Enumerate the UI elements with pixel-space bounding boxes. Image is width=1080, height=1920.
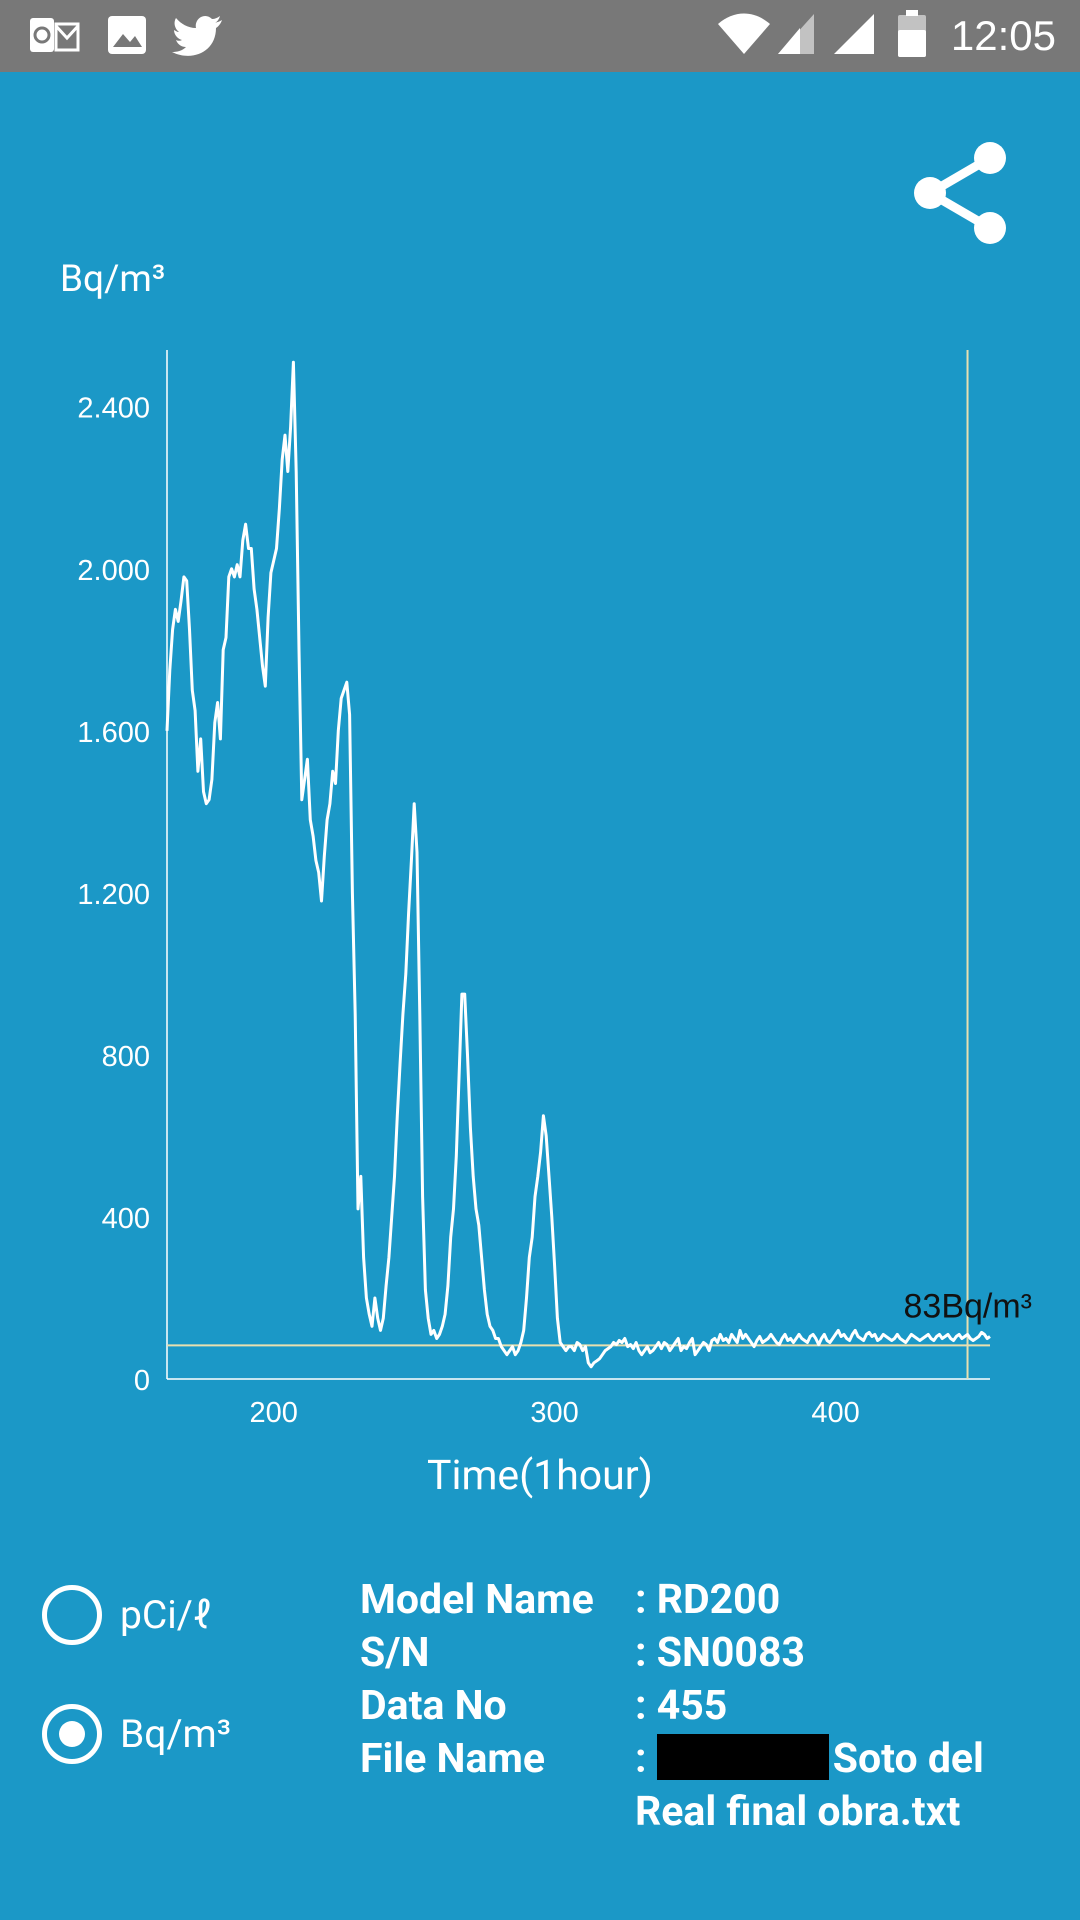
y-tick-label: 1.600	[77, 717, 150, 749]
x-tick-label: 400	[811, 1397, 859, 1429]
y-axis-unit-label: Bq/m³	[60, 258, 166, 301]
status-bar: 12:05	[0, 0, 1080, 72]
y-tick-label: 2.400	[77, 393, 150, 425]
info-row-model: Model Name : RD200	[360, 1574, 984, 1627]
twitter-icon	[172, 15, 222, 56]
radio-circle[interactable]	[42, 1585, 102, 1645]
info-key: Data No	[360, 1682, 507, 1730]
redacted-block	[656, 1734, 829, 1780]
y-tick-label: 400	[102, 1203, 150, 1235]
x-axis-title: Time(1hour)	[427, 1452, 653, 1500]
radon-line-chart: 0 400 800 1.200 1.600 2.000 2.400 200 300 400 83…	[77, 350, 1033, 1429]
share-icon[interactable]	[908, 138, 1012, 248]
battery-icon	[898, 10, 926, 57]
signal-icon	[834, 14, 874, 54]
y-tick-label: 2.000	[77, 555, 150, 587]
radio-circle-selected[interactable]	[42, 1704, 102, 1764]
info-key: Model Name	[360, 1576, 594, 1624]
y-tick-label: 800	[102, 1041, 150, 1073]
y-tick-label: 1.200	[77, 879, 150, 911]
status-time: 12:05	[950, 12, 1056, 59]
info-row-file-name-cont: Real final obra.txt	[360, 1786, 984, 1839]
info-key: S/N	[360, 1629, 430, 1677]
wifi-icon	[718, 13, 770, 54]
threshold-label: 83Bq/m³	[904, 1287, 1033, 1325]
info-row-file-name: File Name : Soto del	[360, 1733, 984, 1786]
radio-pci-per-liter[interactable]: pCi/ℓ	[42, 1585, 211, 1645]
series-line	[165, 360, 991, 1369]
x-tick-label: 300	[530, 1397, 578, 1429]
file-name-line2: Real final obra.txt	[635, 1788, 961, 1836]
radio-label: Bq/m³	[120, 1711, 232, 1757]
image-icon	[108, 16, 146, 54]
outlook-icon	[30, 18, 80, 52]
info-value: : 455	[635, 1682, 728, 1730]
info-colon: :	[635, 1735, 647, 1783]
radio-label: pCi/ℓ	[120, 1592, 212, 1638]
info-value: : RD200	[635, 1576, 781, 1624]
radio-bq-per-m3[interactable]: Bq/m³	[42, 1704, 231, 1764]
info-row-data-no: Data No : 455	[360, 1680, 984, 1733]
x-tick-label: 200	[250, 1397, 298, 1429]
info-value: : Soto del	[635, 1733, 984, 1786]
info-key: File Name	[360, 1735, 546, 1783]
device-info: Model Name : RD200 S/N : SN0083 Data No …	[360, 1574, 984, 1839]
info-value: : SN0083	[635, 1629, 806, 1677]
file-name-line1: Soto del	[832, 1735, 984, 1783]
radio-dot	[59, 1721, 85, 1747]
signal-icon	[778, 14, 814, 54]
y-tick-label: 0	[134, 1365, 150, 1397]
info-row-serial: S/N : SN0083	[360, 1627, 984, 1680]
